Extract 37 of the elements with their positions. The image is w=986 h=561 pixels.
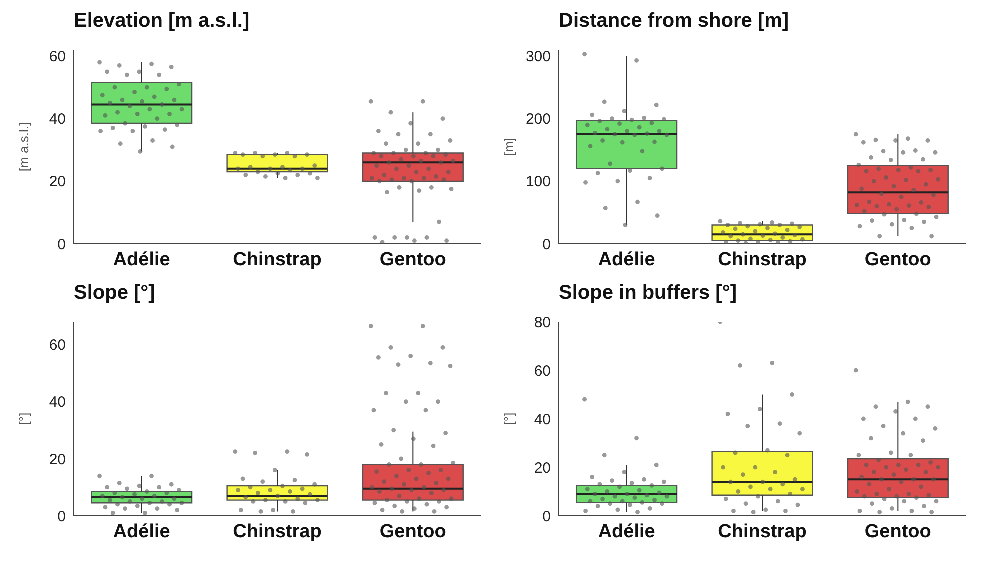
y-tick-label: 200	[526, 111, 551, 128]
y-tick-label: 40	[49, 394, 66, 412]
y-axis-title: [°]	[502, 412, 517, 426]
y-tick-label: 20	[534, 460, 551, 477]
x-tick-label: Chinstrap	[718, 521, 807, 542]
y-tick-label: 0	[542, 236, 551, 254]
y-tick-label: 20	[49, 174, 66, 191]
y-axis-title: [m a.s.l.]	[16, 122, 32, 172]
x-tick-label: Chinstrap	[233, 249, 322, 270]
x-tick-label: Gentoo	[864, 249, 932, 270]
y-axis-title: [m]	[502, 138, 517, 156]
x-tick-label: Adélie	[113, 521, 170, 542]
chart-title: Elevation [m a.s.l.]	[74, 10, 250, 33]
y-tick-label: 100	[526, 174, 551, 191]
y-tick-label: 0	[58, 236, 66, 254]
y-tick-label: 40	[534, 411, 551, 428]
chart-title: Slope [°]	[74, 282, 156, 305]
y-tick-label: 0	[542, 508, 551, 526]
y-tick-label: 80	[534, 314, 551, 332]
chart-title: Distance from shore [m]	[559, 10, 790, 33]
x-tick-label: Gentoo	[380, 521, 446, 542]
x-tick-label: Gentoo	[864, 521, 932, 542]
x-tick-label: Adélie	[598, 521, 656, 542]
y-tick-label: 0	[58, 508, 66, 526]
y-tick-label: 40	[49, 111, 66, 128]
x-tick-label: Gentoo	[380, 249, 446, 270]
chart-title: Slope in buffers [°]	[559, 282, 737, 305]
y-tick-label: 60	[49, 337, 66, 354]
x-tick-label: Adélie	[598, 249, 656, 270]
x-tick-label: Chinstrap	[233, 521, 322, 542]
y-tick-label: 60	[49, 48, 66, 66]
x-tick-label: Adélie	[113, 249, 170, 270]
y-tick-label: 60	[534, 362, 551, 380]
y-tick-label: 300	[526, 48, 551, 66]
x-tick-label: Chinstrap	[718, 249, 807, 270]
y-axis-title: [°]	[16, 412, 32, 426]
y-tick-label: 20	[49, 451, 66, 468]
